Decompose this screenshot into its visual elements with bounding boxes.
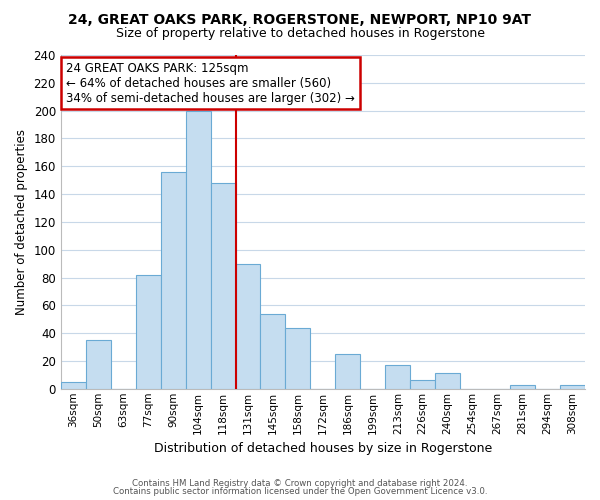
Bar [560, 384, 585, 389]
Y-axis label: Number of detached properties: Number of detached properties [15, 129, 28, 315]
Bar [161, 172, 185, 389]
Bar [510, 384, 535, 389]
Bar [211, 183, 236, 389]
Text: Contains public sector information licensed under the Open Government Licence v3: Contains public sector information licen… [113, 487, 487, 496]
Bar [410, 380, 435, 389]
Bar [335, 354, 361, 389]
Bar [61, 382, 86, 389]
Bar [136, 274, 161, 389]
Text: Size of property relative to detached houses in Rogerstone: Size of property relative to detached ho… [115, 28, 485, 40]
Bar [435, 374, 460, 389]
Bar [86, 340, 111, 389]
Text: 24, GREAT OAKS PARK, ROGERSTONE, NEWPORT, NP10 9AT: 24, GREAT OAKS PARK, ROGERSTONE, NEWPORT… [68, 12, 532, 26]
Text: 24 GREAT OAKS PARK: 125sqm
← 64% of detached houses are smaller (560)
34% of sem: 24 GREAT OAKS PARK: 125sqm ← 64% of deta… [66, 62, 355, 104]
Bar [236, 264, 260, 389]
Text: Contains HM Land Registry data © Crown copyright and database right 2024.: Contains HM Land Registry data © Crown c… [132, 478, 468, 488]
X-axis label: Distribution of detached houses by size in Rogerstone: Distribution of detached houses by size … [154, 442, 492, 455]
Bar [260, 314, 286, 389]
Bar [385, 365, 410, 389]
Bar [185, 110, 211, 389]
Bar [286, 328, 310, 389]
